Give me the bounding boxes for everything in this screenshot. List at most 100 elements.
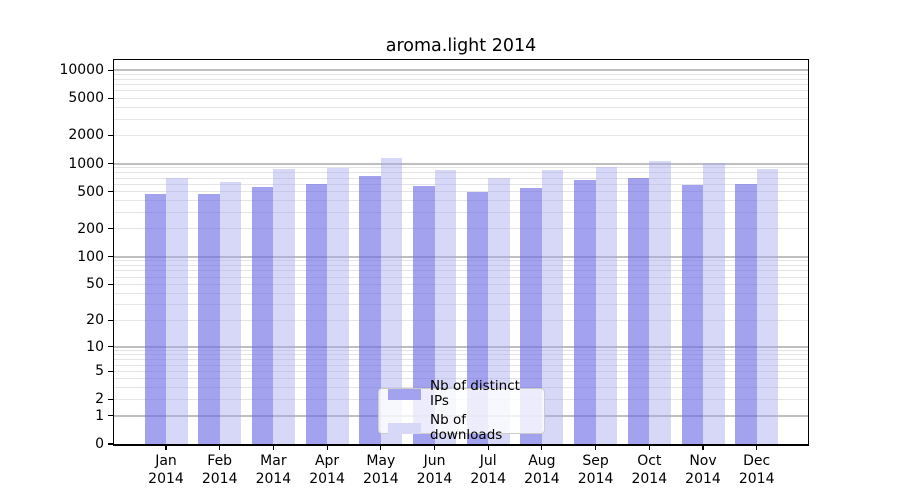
x-tick-mark — [756, 445, 758, 450]
bar-downloads — [541, 170, 564, 445]
spine-top — [113, 59, 809, 61]
gridline-minor — [114, 177, 808, 179]
x-tick-label: Nov 2014 — [685, 453, 721, 487]
gridline-major — [114, 69, 808, 72]
gridline-minor — [114, 319, 808, 321]
y-tick-label: 500 — [77, 183, 104, 200]
x-tick-label: Jan 2014 — [148, 453, 184, 487]
legend-item-distinct-ips: Nb of distinct IPs — [388, 379, 535, 409]
gridline-minor — [114, 211, 808, 213]
y-tick-label: 1 — [95, 407, 104, 424]
x-tick-label: May 2014 — [362, 453, 399, 487]
y-tick-label: 20 — [86, 312, 104, 329]
bar-downloads — [595, 166, 618, 445]
x-tick-label: Jun 2014 — [416, 453, 453, 487]
bar-distinct-ips — [305, 183, 328, 445]
x-tick-label: Oct 2014 — [631, 453, 668, 487]
x-tick-mark — [219, 445, 221, 450]
x-tick-mark — [272, 445, 274, 450]
y-tick-label: 10000 — [59, 62, 104, 79]
bar-downloads — [219, 182, 242, 445]
gridline-minor — [114, 354, 808, 356]
gridline-minor — [114, 97, 808, 99]
gridline-minor — [114, 84, 808, 86]
x-tick-mark — [487, 445, 489, 450]
y-tick-label: 0 — [95, 436, 104, 452]
bar-downloads — [273, 168, 295, 445]
legend-swatch-distinct-ips — [388, 388, 421, 400]
x-tick-label: Apr 2014 — [309, 453, 345, 487]
bar-distinct-ips — [359, 176, 381, 445]
gridline-minor — [114, 378, 808, 380]
gridline-minor — [114, 167, 808, 169]
gridline-minor — [114, 283, 808, 285]
bar-downloads — [756, 168, 779, 445]
bar-distinct-ips — [413, 185, 435, 445]
gridline-major — [114, 162, 808, 165]
x-tick-mark — [648, 445, 650, 450]
gridline-minor — [114, 292, 808, 294]
bar-distinct-ips — [520, 188, 542, 445]
y-tick-label: 5 — [95, 363, 104, 380]
bar-distinct-ips — [251, 186, 274, 445]
y-tick-label: 200 — [77, 220, 104, 237]
legend-item-downloads: Nb of downloads — [388, 413, 535, 443]
bar-distinct-ips — [574, 179, 596, 445]
gridline-minor — [114, 265, 808, 267]
y-tick-label: 5000 — [68, 90, 104, 107]
bar-downloads — [166, 177, 188, 445]
x-tick-mark — [541, 445, 543, 450]
bar-downloads — [434, 170, 456, 445]
chart-title: aroma.light 2014 — [385, 36, 537, 56]
gridline-minor — [114, 172, 808, 174]
spine-left — [113, 59, 115, 446]
legend-swatch-downloads — [388, 422, 421, 434]
spine-bottom — [113, 444, 809, 446]
y-tick-label: 10 — [86, 338, 104, 355]
y-tick-mark — [108, 162, 114, 165]
x-tick-mark — [326, 445, 328, 450]
gridline-major — [114, 255, 808, 258]
x-tick-mark — [702, 445, 704, 450]
y-tick-mark — [108, 256, 114, 258]
y-tick-mark — [108, 191, 114, 193]
gridline-minor — [114, 270, 808, 272]
y-tick-mark — [108, 370, 114, 372]
gridline-minor — [114, 134, 808, 136]
y-tick-mark — [108, 346, 114, 348]
x-tick-label: Sep 2014 — [577, 453, 614, 487]
bar-distinct-ips — [144, 194, 166, 445]
gridline-minor — [114, 350, 808, 352]
y-tick-label: 2000 — [68, 127, 104, 144]
bar-downloads — [703, 163, 725, 445]
y-tick-label: 1000 — [68, 155, 104, 172]
x-tick-label: Aug 2014 — [524, 453, 560, 487]
bar-downloads — [380, 158, 403, 445]
y-tick-label: 50 — [86, 276, 104, 293]
bar-distinct-ips — [627, 177, 650, 445]
bar-distinct-ips — [198, 193, 220, 445]
gridline-minor — [114, 276, 808, 278]
y-tick-mark — [108, 69, 114, 71]
gridline-minor — [114, 90, 808, 92]
x-tick-label: Dec 2014 — [738, 453, 775, 487]
x-tick-label: Feb 2014 — [201, 453, 238, 487]
x-tick-mark — [380, 445, 382, 450]
bar-downloads — [488, 178, 510, 445]
y-tick-label: 100 — [77, 248, 104, 265]
bar-distinct-ips — [735, 183, 757, 445]
x-tick-label: Jul 2014 — [470, 453, 506, 487]
gridline-minor — [114, 364, 808, 366]
y-tick-mark — [108, 134, 114, 137]
y-tick-label: 2 — [95, 391, 104, 408]
y-tick-mark — [108, 443, 114, 445]
y-tick-mark — [108, 319, 114, 321]
gridline-minor — [114, 191, 808, 193]
x-tick-mark — [595, 445, 597, 450]
x-tick-label: Mar 2014 — [255, 453, 292, 487]
y-tick-mark — [108, 398, 114, 400]
gridline-minor — [114, 228, 808, 230]
plot-area — [114, 60, 808, 445]
legend-label-distinct-ips: Nb of distinct IPs — [430, 378, 520, 409]
y-tick-mark — [108, 415, 114, 417]
